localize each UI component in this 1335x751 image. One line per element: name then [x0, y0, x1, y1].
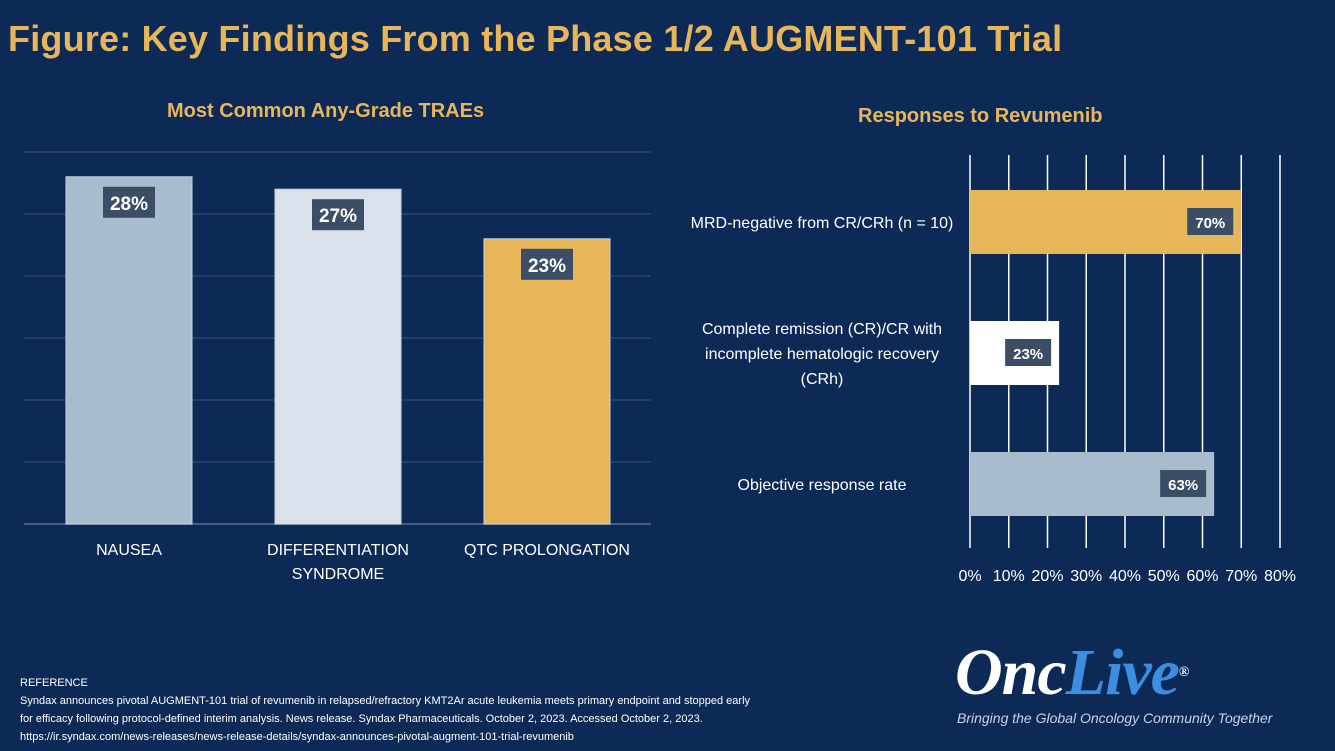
response-data-label-2: 63% [1168, 477, 1198, 494]
trae-data-label-box-1 [312, 199, 364, 231]
response-tick-label-2: 20% [1031, 568, 1063, 585]
logo-registered-mark: ® [1178, 665, 1190, 680]
onclive-logo: OncLive® Bringing the Global Oncology Co… [955, 636, 1273, 727]
trae-data-label-2: 23% [528, 256, 566, 277]
response-data-label-box-0 [1187, 208, 1234, 235]
trae-chart-title: Most Common Any-Grade TRAEs [167, 100, 485, 122]
trae-bar-1 [274, 188, 402, 525]
trae-data-label-box-0 [103, 186, 155, 218]
logo-onc: Onc [955, 636, 1067, 709]
response-tick-label-6: 60% [1186, 568, 1218, 585]
logo-tagline: Bringing the Global Oncology Community T… [957, 710, 1273, 726]
response-tick-label-7: 70% [1225, 568, 1257, 585]
reference-url[interactable]: https://ir.syndax.com/news-releases/news… [20, 731, 574, 743]
response-category-label-0: MRD-negative from CR/CRh (n = 10) [691, 215, 954, 232]
response-tick-label-0: 0% [958, 568, 981, 585]
response-data-label-box-1 [1005, 339, 1052, 366]
reference-block: REFERENCE Syndax announces pivotal AUGME… [20, 674, 750, 746]
trae-data-label-0: 28% [110, 194, 148, 215]
trae-category-label-1: DIFFERENTIATION [267, 542, 409, 559]
response-category-label-1: incomplete hematologic recovery [705, 346, 939, 363]
reference-line-1: Syndax announces pivotal AUGMENT-101 tri… [20, 695, 751, 707]
figure-title: Figure: Key Findings From the Phase 1/2 … [8, 18, 1063, 59]
response-tick-label-1: 10% [993, 568, 1025, 585]
response-category-label-1: (CRh) [801, 371, 844, 388]
response-tick-label-8: 80% [1264, 568, 1296, 585]
response-data-label-box-2 [1160, 470, 1207, 497]
logo-live: Live [1065, 636, 1180, 709]
trae-data-label-1: 27% [319, 206, 357, 227]
response-chart-title: Responses to Revumenib [858, 105, 1103, 127]
response-tick-label-3: 30% [1070, 568, 1102, 585]
response-category-label-2: Objective response rate [738, 477, 907, 494]
response-tick-label-4: 40% [1109, 568, 1141, 585]
response-tick-label-5: 50% [1148, 568, 1180, 585]
trae-category-label-2: QTC PROLONGATION [464, 542, 630, 559]
response-data-label-1: 23% [1013, 346, 1043, 363]
reference-heading: REFERENCE [20, 677, 88, 689]
response-data-label-0: 70% [1195, 215, 1225, 232]
reference-line-2: for efficacy following protocol-defined … [20, 713, 703, 725]
trae-category-label-1: SYNDROME [292, 566, 384, 583]
trae-bar-2 [483, 238, 611, 525]
trae-bar-0 [65, 176, 193, 525]
response-category-label-1: Complete remission (CR)/CR with [702, 321, 942, 338]
trae-category-label-0: NAUSEA [96, 542, 162, 559]
trae-data-label-box-2 [521, 248, 573, 280]
